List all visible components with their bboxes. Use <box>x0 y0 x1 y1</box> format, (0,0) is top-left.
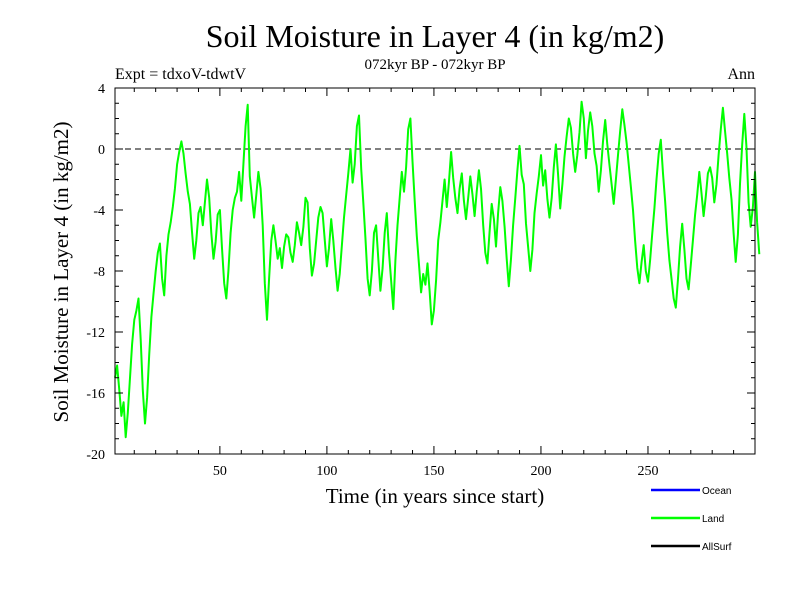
legend: Ocean Land AllSurf <box>651 486 732 553</box>
y-tick-label: -16 <box>86 387 105 402</box>
y-tick-label: -12 <box>86 326 105 341</box>
y-tick-label: 4 <box>98 82 105 97</box>
y-axis-label: Soil Moisture in Layer 4 (in kg/m2) <box>49 122 73 423</box>
x-tick-label: 50 <box>213 464 227 479</box>
x-tick-label: 250 <box>637 464 658 479</box>
y-tick-label: -4 <box>93 204 105 219</box>
legend-label-ocean: Ocean <box>702 486 731 497</box>
legend-label-allsurf: AllSurf <box>702 542 732 553</box>
chart-subtitle: 072kyr BP - 072kyr BP <box>364 57 505 73</box>
x-axis-label: Time (in years since start) <box>326 484 545 508</box>
series-line-land <box>114 100 761 439</box>
x-tick-label: 150 <box>423 464 444 479</box>
chart-title: Soil Moisture in Layer 4 (in kg/m2) <box>206 18 665 54</box>
y-tick-label: -20 <box>86 448 105 463</box>
x-tick-label: 100 <box>316 464 337 479</box>
y-tick-label: -8 <box>93 265 105 280</box>
season-label: Ann <box>727 66 755 83</box>
x-tick-label: 200 <box>530 464 551 479</box>
legend-label-land: Land <box>702 514 724 525</box>
y-tick-label: 0 <box>98 143 105 158</box>
experiment-label: Expt = tdxoV-tdwtV <box>115 66 247 83</box>
plot-area: 50 100 150 200 250 4 0 -4 -8 -12 -16 -20 <box>86 82 761 479</box>
